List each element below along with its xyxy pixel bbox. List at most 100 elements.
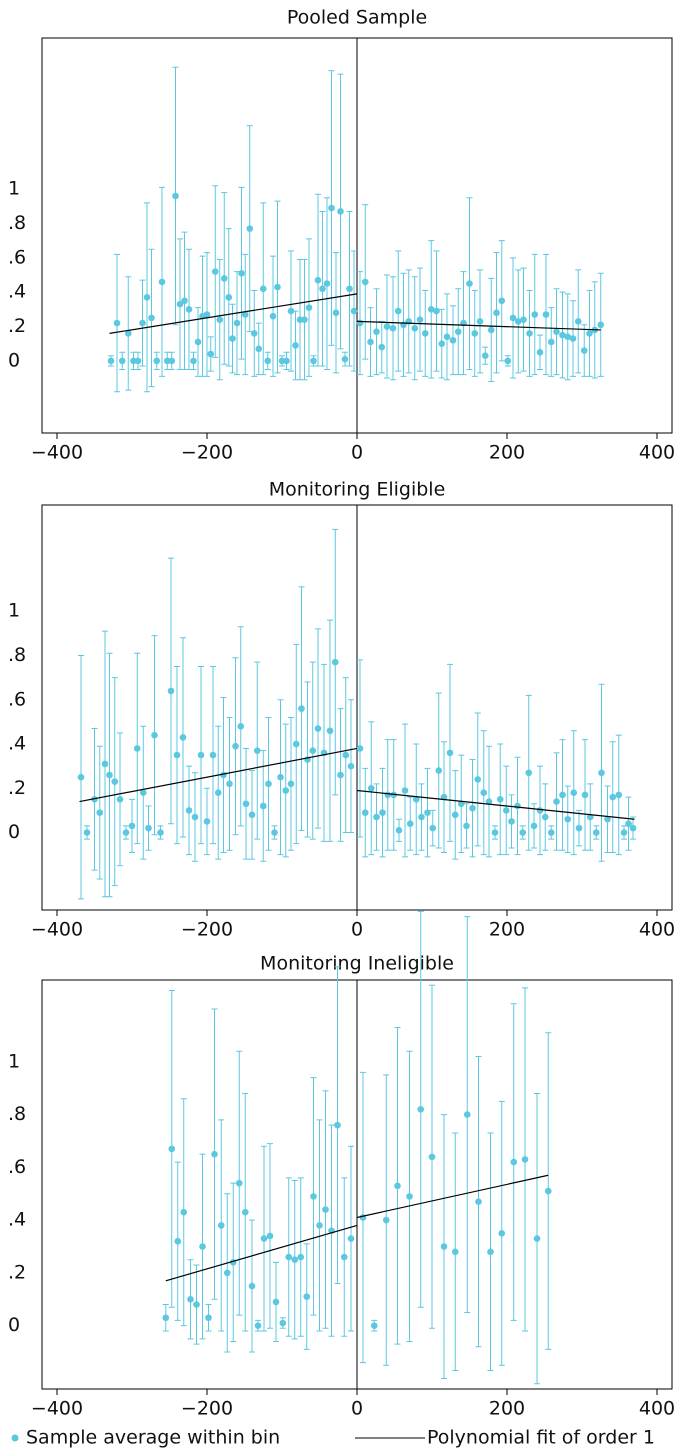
point xyxy=(331,658,339,666)
point xyxy=(389,324,397,332)
point xyxy=(180,1208,188,1216)
y-tick-label: .2 xyxy=(8,777,26,799)
point xyxy=(514,318,522,325)
x-tick-label: 200 xyxy=(489,1398,525,1420)
point xyxy=(474,776,482,783)
point xyxy=(77,773,85,781)
point xyxy=(569,335,577,342)
point xyxy=(390,791,398,799)
point xyxy=(394,1182,401,1190)
point xyxy=(319,285,326,293)
point xyxy=(416,316,424,323)
point xyxy=(96,809,104,816)
point xyxy=(406,820,414,827)
point xyxy=(260,1235,268,1242)
point xyxy=(271,829,278,836)
point xyxy=(542,311,550,318)
point xyxy=(383,323,391,330)
point xyxy=(116,796,124,803)
point xyxy=(241,311,249,318)
point xyxy=(158,278,166,286)
point xyxy=(598,769,605,777)
point xyxy=(255,345,263,353)
point xyxy=(241,1208,249,1216)
y-tick-label: .8 xyxy=(8,1103,26,1125)
point xyxy=(337,771,344,779)
point xyxy=(342,751,350,759)
point xyxy=(199,1243,206,1250)
x-tick-label: −400 xyxy=(31,442,83,464)
point xyxy=(193,1301,200,1308)
point xyxy=(187,1295,194,1303)
point xyxy=(316,1222,323,1229)
point xyxy=(620,829,628,836)
point xyxy=(570,789,578,797)
point xyxy=(173,751,181,759)
point xyxy=(334,1121,341,1129)
point xyxy=(367,784,375,792)
y-tick-label: .6 xyxy=(8,688,26,710)
point xyxy=(314,276,322,284)
point xyxy=(340,1253,348,1261)
point xyxy=(586,330,593,337)
point xyxy=(449,336,457,344)
point xyxy=(197,751,205,759)
point xyxy=(309,747,317,754)
point xyxy=(168,357,176,365)
point xyxy=(370,1322,378,1329)
point xyxy=(91,796,98,803)
point xyxy=(475,1198,482,1205)
point xyxy=(337,208,344,215)
point xyxy=(541,813,549,821)
point xyxy=(162,1314,170,1322)
point xyxy=(406,1193,413,1200)
point xyxy=(266,1232,274,1240)
x-tick-label: −200 xyxy=(181,442,233,464)
point xyxy=(373,328,380,335)
point xyxy=(553,328,560,335)
point xyxy=(274,283,281,291)
point xyxy=(216,316,224,323)
point xyxy=(211,268,219,275)
point xyxy=(580,347,588,354)
panel-title: Pooled Sample xyxy=(287,7,427,29)
x-tick-label: 400 xyxy=(639,919,675,941)
point xyxy=(564,333,572,341)
point xyxy=(145,824,152,832)
point xyxy=(282,787,290,794)
point xyxy=(526,330,533,337)
point xyxy=(446,749,454,757)
point xyxy=(476,318,484,325)
point xyxy=(346,285,353,293)
point xyxy=(597,321,605,329)
point xyxy=(581,791,589,799)
point xyxy=(297,1253,305,1261)
point xyxy=(128,822,136,830)
point xyxy=(253,747,261,754)
point xyxy=(217,1222,225,1229)
fit-line xyxy=(109,293,358,334)
point xyxy=(508,818,515,825)
point xyxy=(207,350,215,358)
point xyxy=(520,316,527,323)
x-tick-label: 400 xyxy=(639,442,675,464)
point xyxy=(395,827,403,834)
y-tick-label: .4 xyxy=(8,1209,26,1231)
point xyxy=(384,791,392,799)
point xyxy=(496,796,504,803)
point xyxy=(151,731,158,739)
point xyxy=(604,815,611,823)
point xyxy=(379,809,386,816)
point xyxy=(298,705,305,712)
point xyxy=(421,330,429,337)
x-tick-label: −400 xyxy=(31,1398,83,1420)
point xyxy=(291,1256,299,1264)
point xyxy=(179,734,187,741)
point xyxy=(361,278,369,286)
point xyxy=(314,725,322,732)
point xyxy=(487,1248,494,1256)
point xyxy=(287,307,295,315)
point xyxy=(134,357,142,365)
point xyxy=(292,740,300,748)
point xyxy=(485,798,493,805)
